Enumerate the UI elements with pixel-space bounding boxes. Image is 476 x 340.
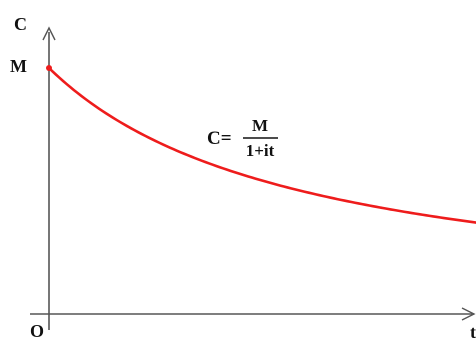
formula-numerator: M: [252, 116, 268, 135]
origin-label: O: [30, 321, 44, 340]
y-axis-label: C: [14, 14, 27, 34]
formula-lhs: C=: [207, 128, 232, 149]
y-axis-arrow: [42, 26, 56, 41]
formula-denominator: 1+it: [246, 141, 275, 160]
x-axis-label: t: [470, 322, 476, 340]
y-intercept-label: M: [10, 56, 27, 76]
discount-curve-line: [47, 66, 476, 224]
curve-start-point: [46, 65, 52, 71]
x-axis-arrow: [461, 307, 476, 321]
